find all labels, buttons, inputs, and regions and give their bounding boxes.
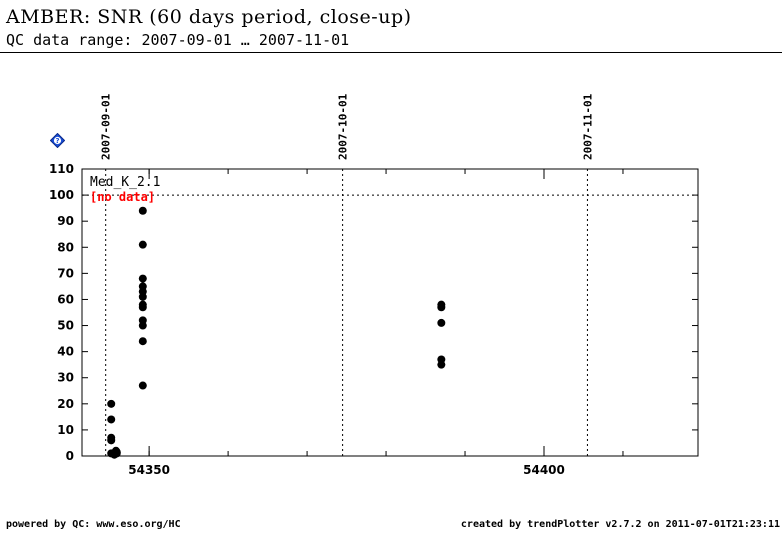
date-marker-label: 2007-09-01 (100, 93, 113, 160)
data-point (138, 303, 147, 312)
y-tick-label: 0 (66, 449, 74, 463)
y-tick-label: 10 (57, 423, 74, 437)
x-tick-label: 54350 (128, 463, 170, 477)
data-point (138, 381, 147, 390)
data-point (112, 449, 121, 458)
data-point (138, 274, 147, 283)
data-point (138, 240, 147, 249)
y-tick-label: 90 (57, 214, 74, 228)
y-tick-label: 30 (57, 371, 74, 385)
date-marker-label: 2007-10-01 (337, 93, 350, 160)
y-tick-label: 50 (57, 319, 74, 333)
data-point (107, 415, 116, 424)
chart-subtitle: QC data range: 2007-09-01 … 2007-11-01 (6, 31, 350, 49)
data-point (437, 360, 446, 369)
chart-title: AMBER: SNR (60 days period, close-up) (6, 6, 412, 28)
series-label: Med_K_2.1 (90, 175, 160, 190)
y-tick-label: 20 (57, 397, 74, 411)
data-point (437, 318, 446, 327)
data-point (138, 206, 147, 215)
data-point (107, 436, 116, 445)
svg-text:?: ? (55, 137, 59, 145)
y-tick-label: 110 (49, 162, 74, 176)
y-tick-label: 70 (57, 266, 74, 280)
y-tick-label: 60 (57, 292, 74, 306)
y-tick-label: 40 (57, 345, 74, 359)
no-data-label: [no data] (90, 190, 155, 204)
footer-created-by: created by trendPlotter v2.7.2 on 2011-0… (460, 519, 780, 530)
footer-powered-by: powered by QC: www.eso.org/HC (6, 519, 181, 530)
data-point (138, 337, 147, 346)
data-point (138, 321, 147, 330)
y-tick-label: 80 (57, 240, 74, 254)
date-marker-label: 2007-11-01 (581, 93, 594, 160)
y-tick-label: 100 (49, 188, 74, 202)
data-point (437, 303, 446, 312)
data-point (138, 292, 147, 301)
header-divider (0, 52, 782, 53)
help-icon[interactable]: ? (50, 133, 65, 148)
data-point (107, 399, 116, 408)
plot-frame (81, 168, 699, 457)
x-tick-label: 54400 (523, 463, 565, 477)
